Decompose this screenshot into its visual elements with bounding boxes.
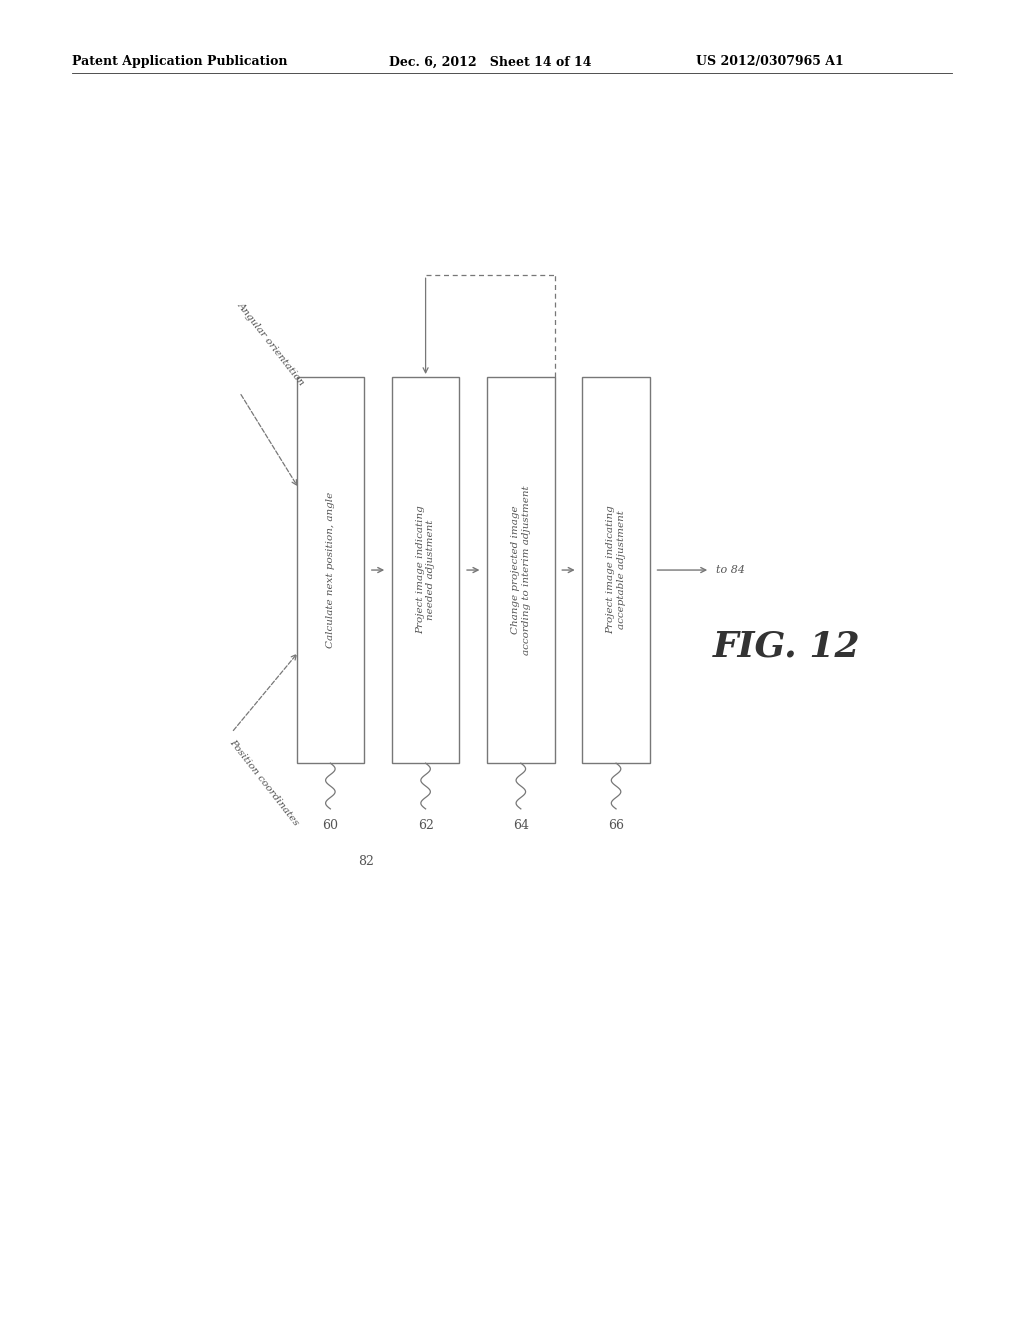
Text: 82: 82: [358, 854, 374, 867]
Text: Position coordinates: Position coordinates: [227, 738, 300, 828]
Text: 60: 60: [323, 818, 338, 832]
Text: 62: 62: [418, 818, 433, 832]
Bar: [297, 378, 365, 763]
Text: Dec. 6, 2012   Sheet 14 of 14: Dec. 6, 2012 Sheet 14 of 14: [389, 55, 592, 69]
Bar: [392, 378, 460, 763]
Bar: [583, 378, 650, 763]
Text: US 2012/0307965 A1: US 2012/0307965 A1: [696, 55, 844, 69]
Text: FIG. 12: FIG. 12: [713, 630, 860, 663]
Text: Project image indicating
needed adjustment: Project image indicating needed adjustme…: [416, 506, 435, 635]
Text: to 84: to 84: [717, 565, 745, 576]
Text: Patent Application Publication: Patent Application Publication: [72, 55, 287, 69]
Text: Calculate next position, angle: Calculate next position, angle: [326, 492, 335, 648]
Text: Project image indicating
acceptable adjustment: Project image indicating acceptable adju…: [606, 506, 626, 635]
Text: Change projected image
according to interim adjustment: Change projected image according to inte…: [511, 486, 530, 655]
Text: 66: 66: [608, 818, 624, 832]
Text: Angular orientation: Angular orientation: [236, 300, 306, 387]
Text: 64: 64: [513, 818, 528, 832]
Bar: [487, 378, 555, 763]
